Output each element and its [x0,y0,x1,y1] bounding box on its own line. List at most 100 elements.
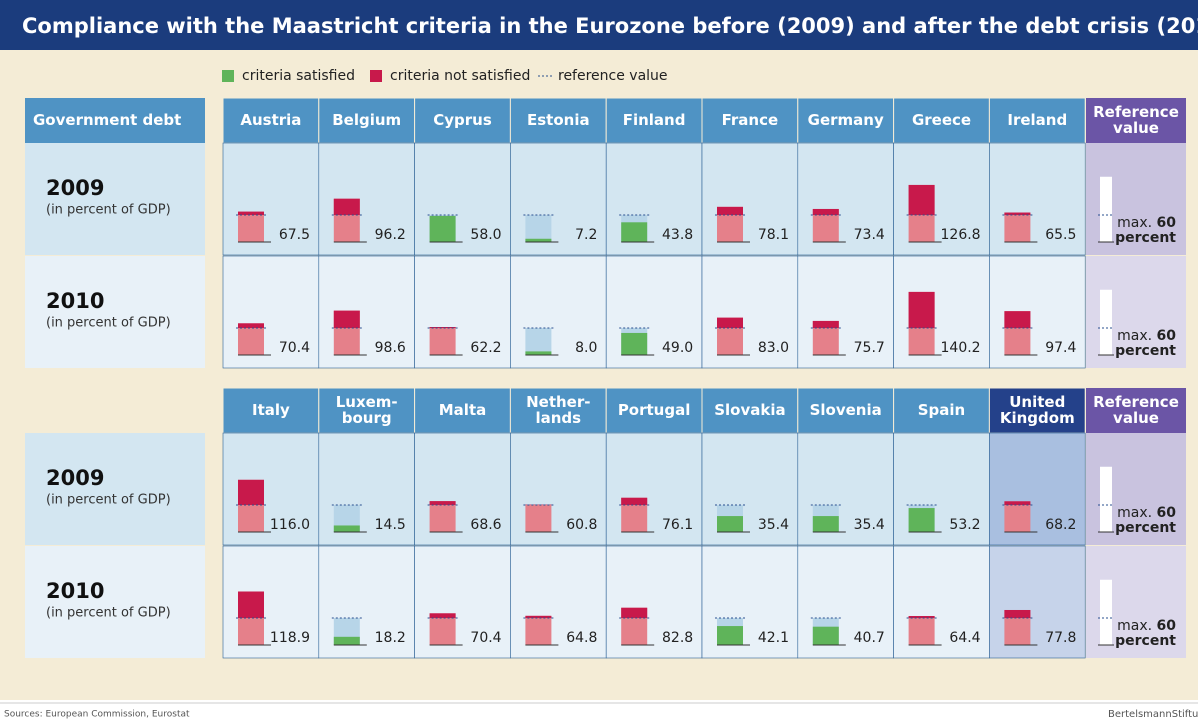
bar-excess [621,497,648,505]
header-cell [988,387,1086,434]
header-cell [893,97,990,144]
row-header: Government debt [33,111,181,129]
reference-bar [1100,176,1112,242]
title-bar [0,0,1198,50]
row-year: 2010 [46,579,104,603]
bar-excess [238,323,264,328]
value-label: 76.1 [662,517,693,533]
bar-excess [908,184,935,215]
value-label: 67.5 [279,227,310,243]
country-name: Greece [912,111,971,129]
bar-excess [333,310,360,328]
country-name: Germany [808,111,884,129]
row-label-cell [25,143,205,255]
bar [429,613,456,645]
header-cell [701,97,799,144]
reference-value: 60 [1157,505,1177,521]
bar [621,222,648,242]
country-name: Estonia [527,111,590,129]
reference-header: Reference [1093,103,1179,121]
reference-bar [1100,579,1112,645]
value-label: 18.2 [375,630,406,646]
legend-label: criteria satisfied [242,68,355,84]
row-label-cell [25,433,205,545]
country-name: Malta [439,401,486,419]
header-cell [318,387,416,434]
row-year: 2010 [46,289,104,313]
value-label: 126.8 [941,227,981,243]
reference-prefix: max. [1117,328,1152,344]
country-name: Spain [918,401,965,419]
country-name: bourg [342,409,392,427]
country-name: lands [535,409,581,427]
bar-excess [908,616,935,618]
bar [621,332,648,355]
row-year: 2009 [46,466,104,490]
title: Compliance with the Maastricht criteria … [22,14,1198,38]
bar [812,516,839,532]
bar [333,636,360,645]
country-name: Ireland [1007,111,1067,129]
reference-text: max. 60 [1117,618,1176,634]
value-label: 82.8 [662,630,693,646]
value-label: 7.2 [575,227,597,243]
country-name: Belgium [332,111,401,129]
row-unit: (in percent of GDP) [46,606,171,621]
value-label: 98.6 [375,340,406,356]
country-name: Finland [623,111,686,129]
header-cell [509,97,607,144]
value-label: 118.9 [270,630,310,646]
country-name: Luxem- [336,393,398,411]
reference-header: value [1113,119,1159,137]
value-label: 97.4 [1045,340,1076,356]
bar [1004,501,1031,532]
bar-excess [717,317,743,328]
row-label-cell [25,256,205,368]
row-year: 2009 [46,176,104,200]
row-unit: (in percent of GDP) [46,493,171,508]
reference-header: value [1113,409,1159,427]
bar [525,238,552,242]
reference-bar [1100,466,1112,532]
bar-excess [1004,212,1031,215]
header-cell [701,387,799,434]
header-cell [509,387,607,434]
value-label: 42.1 [758,630,789,646]
reference-value: 60 [1157,328,1177,344]
reference-unit: percent [1115,633,1176,649]
bar-excess [525,615,552,618]
bar [429,327,456,355]
bar-excess [1004,501,1031,505]
country-name: United [1009,393,1065,411]
value-label: 96.2 [375,227,406,243]
reference-value: 60 [1157,215,1177,231]
value-label: 40.7 [854,630,885,646]
reference-unit: percent [1115,230,1176,246]
country-name: Nether- [526,393,590,411]
bar-excess [238,211,264,215]
headroom [525,328,552,355]
bar-excess [908,291,935,328]
value-label: 14.5 [375,517,406,533]
bar [908,508,935,532]
bar [717,626,743,645]
reference-prefix: max. [1117,505,1152,521]
country-name: Kingdom [1000,409,1075,427]
reference-text: max. 60 [1117,505,1176,521]
value-label: 35.4 [758,517,789,533]
bar-excess [238,591,264,618]
reference-header: Reference [1093,393,1179,411]
header-cell [1086,98,1186,143]
value-label: 73.4 [854,227,885,243]
bar [238,211,264,242]
value-label: 65.5 [1045,227,1076,243]
bar-excess [1004,311,1031,328]
value-label: 68.6 [470,517,501,533]
headroom [525,215,552,242]
value-label: 77.8 [1045,630,1076,646]
value-label: 64.4 [949,630,980,646]
bar-excess [812,208,839,215]
country-name: Slovakia [714,401,785,419]
bar-excess [429,327,456,328]
reference-text: max. 60 [1117,215,1176,231]
